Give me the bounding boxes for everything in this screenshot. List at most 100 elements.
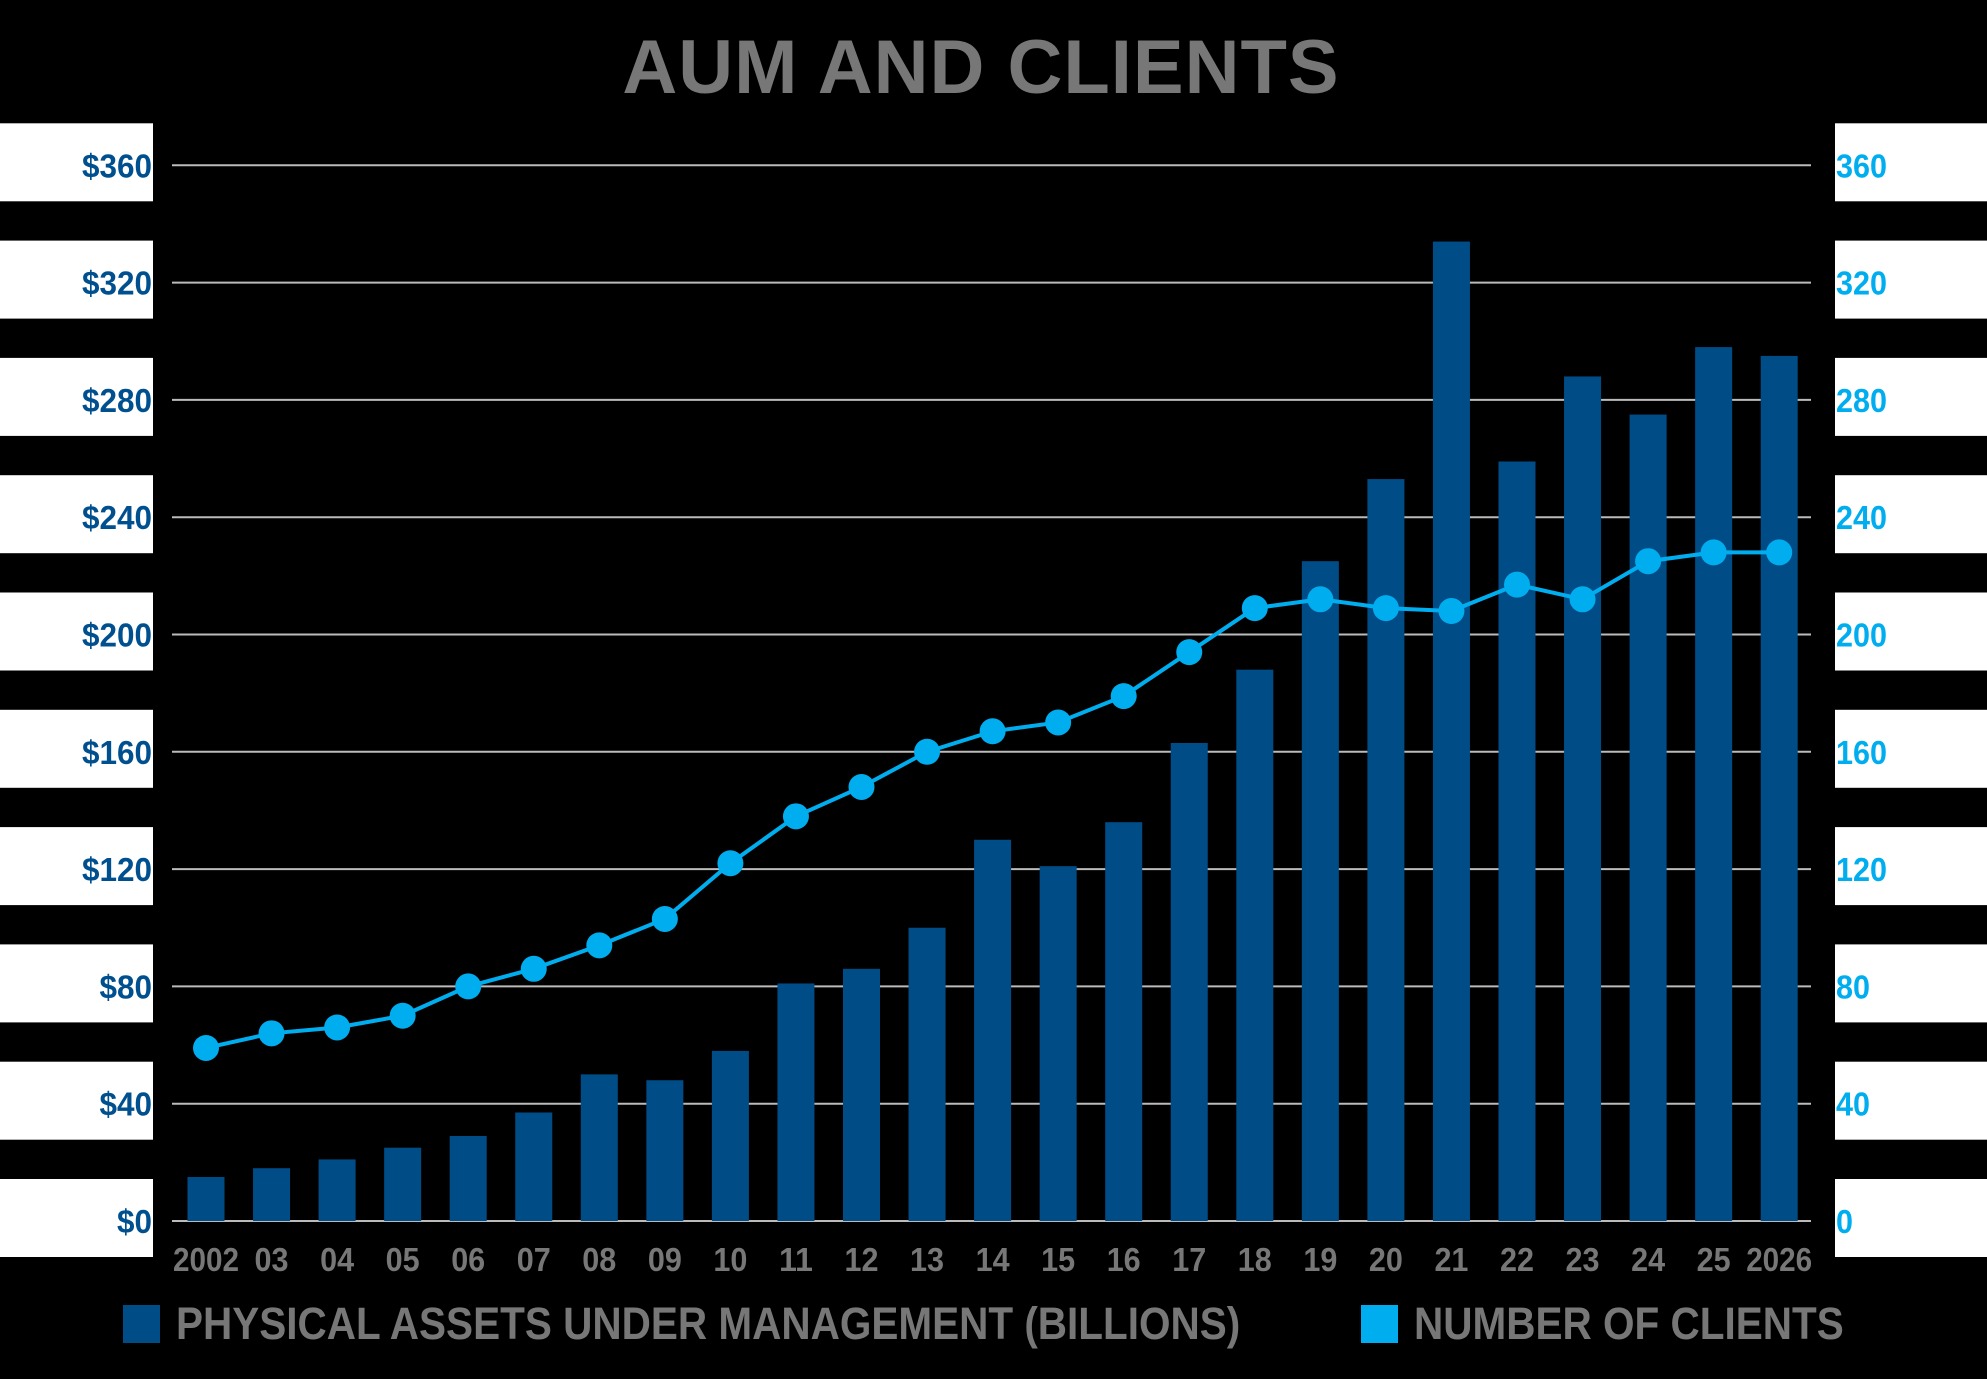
clients-marker bbox=[1766, 539, 1793, 566]
right-label-box bbox=[1835, 827, 1987, 906]
left-tick-label: $40 bbox=[100, 1086, 153, 1123]
legend-swatch-clients-icon bbox=[1361, 1305, 1398, 1343]
aum-bars bbox=[187, 241, 1798, 1222]
x-tick-label: 15 bbox=[1041, 1241, 1075, 1278]
right-tick-label: 0 bbox=[1836, 1203, 1853, 1240]
x-tick-label: 11 bbox=[779, 1241, 813, 1278]
aum-bar bbox=[1236, 669, 1274, 1221]
clients-marker bbox=[389, 1002, 416, 1029]
clients-line bbox=[193, 539, 1793, 1061]
left-label-box bbox=[0, 592, 153, 671]
x-tick-label: 07 bbox=[517, 1241, 551, 1278]
axis-label-boxes bbox=[0, 123, 1987, 1257]
right-label-box bbox=[1835, 1179, 1987, 1257]
right-tick-label: 80 bbox=[1836, 968, 1870, 1005]
left-tick-label: $360 bbox=[82, 147, 152, 184]
right-tick-label: 360 bbox=[1836, 147, 1887, 184]
gridlines bbox=[172, 164, 1811, 1222]
clients-marker bbox=[1176, 639, 1203, 666]
aum-bar bbox=[843, 968, 880, 1221]
aum-bar bbox=[1039, 866, 1077, 1221]
left-label-box bbox=[0, 240, 153, 319]
right-label-box bbox=[1835, 709, 1987, 788]
aum-bar bbox=[1760, 355, 1798, 1222]
aum-bar bbox=[1367, 479, 1405, 1221]
clients-marker bbox=[1372, 595, 1399, 622]
clients-marker bbox=[782, 803, 809, 830]
clients-marker bbox=[1438, 598, 1465, 625]
left-tick-label: $200 bbox=[82, 617, 152, 654]
right-tick-label: 120 bbox=[1836, 851, 1887, 888]
x-tick-label: 2002 bbox=[173, 1241, 239, 1278]
x-tick-label: 06 bbox=[451, 1241, 485, 1278]
x-tick-label: 23 bbox=[1566, 1241, 1600, 1278]
aum-bar bbox=[1695, 347, 1733, 1221]
clients-marker bbox=[193, 1034, 219, 1061]
aum-bar bbox=[1105, 822, 1143, 1221]
clients-marker bbox=[586, 932, 613, 959]
clients-marker bbox=[1307, 586, 1334, 613]
aum-bar bbox=[187, 1177, 225, 1221]
x-tick-label: 16 bbox=[1107, 1241, 1141, 1278]
x-tick-label: 22 bbox=[1500, 1241, 1534, 1278]
x-tick-label: 19 bbox=[1303, 1241, 1337, 1278]
legend-label-clients: NUMBER OF CLIENTS bbox=[1414, 1298, 1844, 1349]
aum-bar bbox=[1301, 561, 1339, 1221]
left-tick-label: $320 bbox=[82, 265, 152, 302]
x-tick-label: 12 bbox=[845, 1241, 879, 1278]
right-tick-label: 200 bbox=[1836, 617, 1887, 654]
aum-bar bbox=[253, 1168, 291, 1221]
left-label-box bbox=[0, 709, 153, 788]
left-tick-label: $160 bbox=[82, 734, 152, 771]
x-tick-label: 25 bbox=[1697, 1241, 1731, 1278]
aum-bar bbox=[449, 1135, 487, 1221]
clients-marker bbox=[1241, 595, 1268, 622]
x-tick-label: 13 bbox=[910, 1241, 944, 1278]
left-label-box bbox=[0, 357, 153, 436]
x-tick-label: 2026 bbox=[1746, 1241, 1812, 1278]
left-tick-label: $80 bbox=[100, 968, 153, 1005]
right-tick-label: 240 bbox=[1836, 499, 1887, 536]
clients-marker bbox=[520, 955, 547, 982]
clients-marker bbox=[1635, 548, 1662, 575]
clients-marker bbox=[1569, 586, 1596, 613]
right-axis: 0 40 80 120 160 200 240 280 320 360 bbox=[1836, 147, 1887, 1240]
aum-bar bbox=[1629, 414, 1667, 1221]
left-tick-label: $0 bbox=[117, 1203, 152, 1240]
clients-marker bbox=[1045, 709, 1072, 736]
clients-marker bbox=[1700, 539, 1727, 566]
legend-item-clients: NUMBER OF CLIENTS bbox=[1361, 1298, 1892, 1349]
aum-bar bbox=[711, 1050, 749, 1221]
clients-marker bbox=[1504, 571, 1530, 598]
left-tick-label: $280 bbox=[82, 382, 152, 419]
x-tick-label: 17 bbox=[1172, 1241, 1206, 1278]
right-tick-label: 320 bbox=[1836, 265, 1887, 302]
aum-bar bbox=[777, 983, 815, 1221]
right-label-box bbox=[1835, 357, 1987, 436]
aum-bar bbox=[515, 1112, 553, 1221]
clients-marker bbox=[848, 773, 875, 800]
x-tick-label: 05 bbox=[386, 1241, 420, 1278]
left-tick-label: $120 bbox=[82, 851, 152, 888]
chart-title: AUM AND CLIENTS bbox=[622, 25, 1340, 110]
aum-bar bbox=[1432, 241, 1470, 1222]
x-tick-label: 04 bbox=[320, 1241, 355, 1278]
x-tick-label: 10 bbox=[713, 1241, 747, 1278]
right-label-box bbox=[1835, 592, 1987, 671]
clients-marker bbox=[1110, 683, 1137, 710]
right-label-box bbox=[1835, 475, 1987, 554]
right-label-box bbox=[1835, 944, 1987, 1023]
aum-bar bbox=[646, 1080, 684, 1221]
right-tick-label: 160 bbox=[1836, 734, 1887, 771]
aum-bar bbox=[384, 1147, 422, 1221]
x-tick-label: 09 bbox=[648, 1241, 682, 1278]
aum-bar bbox=[908, 927, 946, 1221]
aum-bar bbox=[580, 1074, 618, 1221]
aum-bar bbox=[1564, 376, 1602, 1221]
legend-label-aum: PHYSICAL ASSETS UNDER MANAGEMENT (BILLIO… bbox=[176, 1298, 1241, 1349]
x-tick-label: 20 bbox=[1369, 1241, 1403, 1278]
clients-marker bbox=[914, 738, 941, 765]
clients-marker bbox=[324, 1014, 351, 1041]
left-label-box bbox=[0, 1061, 153, 1140]
right-label-box bbox=[1835, 123, 1987, 202]
